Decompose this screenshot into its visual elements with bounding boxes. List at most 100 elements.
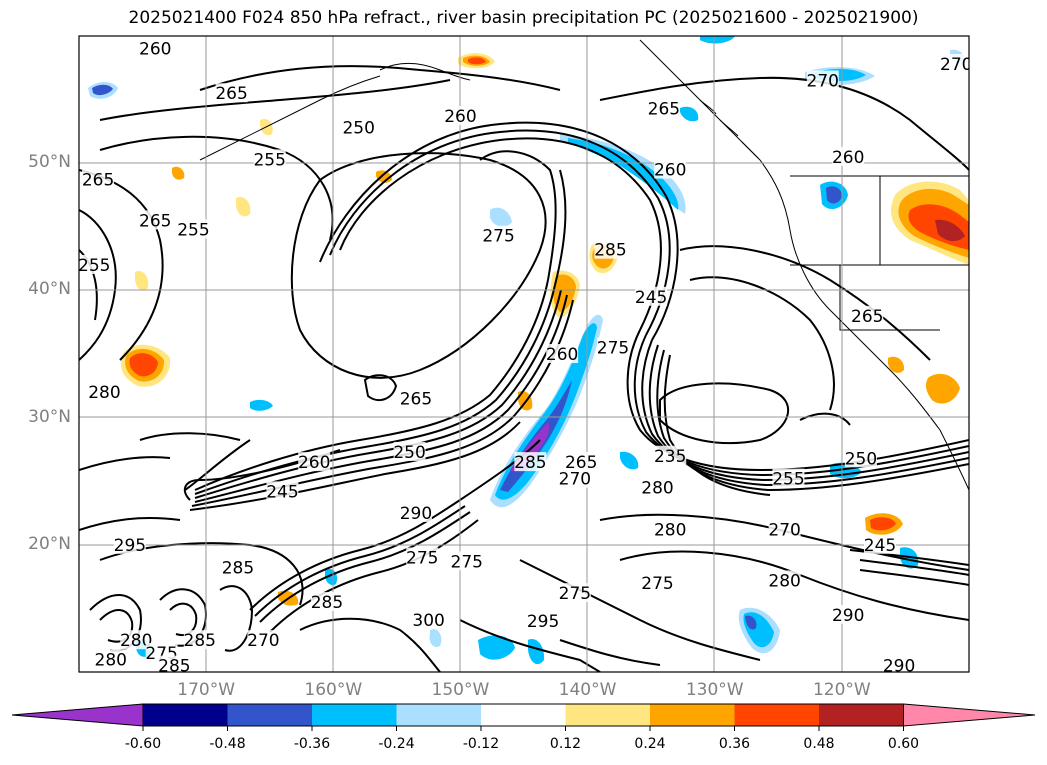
contour-label: 260 — [298, 453, 330, 473]
contour-label: 265 — [648, 100, 680, 120]
contour-label: 280 — [120, 631, 152, 651]
contour-label: 275 — [597, 339, 629, 359]
contour-label: 270 — [768, 521, 800, 541]
colorbar-segment — [650, 704, 735, 726]
colorbar-frame — [142, 703, 904, 727]
contour-label-bg — [772, 468, 805, 488]
colorbar-tick-label: -0.12 — [462, 736, 500, 752]
colorbar-tick-label: -0.60 — [124, 736, 162, 752]
contour-label-bg — [832, 146, 865, 166]
contour-label: 280 — [88, 383, 120, 403]
lon-label: 140°W — [558, 680, 617, 700]
contour-label: 295 — [114, 536, 146, 556]
negative-anomaly-area — [528, 639, 545, 665]
contour-label-bg — [482, 225, 515, 245]
negative-anomaly-area — [429, 629, 442, 647]
contour-line — [648, 344, 969, 487]
contour-label: 255 — [772, 470, 804, 490]
contour-label: 295 — [527, 612, 559, 632]
lat-label: 40°N — [28, 279, 71, 300]
contour-label-bg — [546, 344, 579, 363]
contour-label-bg — [406, 547, 439, 567]
contour-label: 280 — [641, 479, 673, 499]
contour-label-bg — [399, 503, 432, 522]
positive-anomaly-area — [236, 196, 251, 217]
contour-label: 250 — [845, 449, 877, 469]
contour-line — [319, 121, 679, 341]
contour-line — [184, 439, 251, 491]
contour-label-bg — [851, 305, 884, 325]
contour-label: 245 — [266, 482, 298, 502]
colorbar-extend-min — [11, 703, 144, 727]
contour-lines — [79, 65, 969, 672]
contour-line — [199, 65, 561, 91]
colorbar-tick-label: -0.48 — [209, 736, 246, 752]
lat-label: 20°N — [28, 533, 71, 554]
contour-label: 265 — [139, 211, 171, 231]
contour-label-bg — [641, 477, 674, 497]
contour-line — [254, 505, 466, 617]
negative-anomaly-area — [680, 106, 699, 122]
contour-label: 260 — [444, 107, 476, 127]
contour-label: 265 — [400, 390, 432, 410]
contour-label: 270 — [559, 470, 591, 490]
contour-line — [329, 129, 671, 336]
contour-label-bg — [641, 572, 674, 592]
negative-anomaly-area — [478, 635, 515, 660]
contour-line — [290, 152, 547, 379]
contour-label: 255 — [253, 150, 285, 170]
colorbar-tick-label: 0.48 — [803, 736, 835, 752]
contour-label-bg — [94, 649, 127, 669]
contour-label: 275 — [559, 584, 591, 604]
negative-anomaly-area — [700, 36, 735, 44]
contour-label: 280 — [654, 521, 686, 541]
contour-label-bg — [635, 286, 668, 306]
contour-line — [219, 585, 254, 652]
negative-anomaly-area — [92, 84, 113, 96]
contour-line — [479, 150, 557, 281]
colorbar-segment — [819, 704, 904, 726]
contour-label-bg — [139, 38, 172, 58]
contour-label-bg — [412, 609, 445, 629]
colorbar-segment — [312, 704, 397, 726]
alaska-coast — [379, 62, 471, 81]
contour-label: 260 — [139, 40, 171, 60]
colorbar-segment — [734, 704, 820, 726]
contour-label: 280 — [768, 571, 800, 591]
contour-line — [656, 349, 969, 492]
contour-label: 275 — [641, 574, 673, 594]
contour-label-bg — [654, 445, 687, 465]
contour-line — [183, 449, 341, 501]
contour-label: 285 — [158, 657, 190, 677]
contour-label: 245 — [864, 536, 896, 556]
aleutian-islands — [199, 75, 381, 161]
lat-label: 30°N — [28, 406, 71, 427]
contour-label-bg — [183, 630, 216, 650]
contour-label-bg — [177, 219, 210, 239]
contour-label-bg — [393, 441, 426, 461]
contour-label-bg — [594, 239, 627, 259]
positive-anomaly-area — [468, 57, 486, 65]
colorbar-segment — [396, 704, 482, 726]
contour-line — [189, 421, 521, 511]
positive-anomaly-area — [172, 166, 185, 180]
contour-line — [79, 517, 181, 531]
contour-line — [99, 79, 451, 121]
contour-label: 260 — [832, 148, 864, 168]
contour-line — [663, 354, 771, 496]
contour-line — [79, 249, 98, 321]
contour-label: 260 — [546, 345, 578, 365]
contour-label: 270 — [247, 631, 279, 651]
contour-line — [194, 294, 568, 503]
contour-label-bg — [647, 98, 680, 118]
lon-label: 120°W — [812, 680, 871, 700]
contour-label-bg — [558, 583, 591, 603]
colorbar-segment — [565, 704, 651, 726]
lon-label: 160°W — [304, 680, 363, 700]
contour-label: 255 — [177, 220, 209, 240]
positive-anomaly-area — [888, 356, 905, 373]
colorbar-segment — [481, 704, 566, 726]
colorbar-segment — [227, 704, 313, 726]
